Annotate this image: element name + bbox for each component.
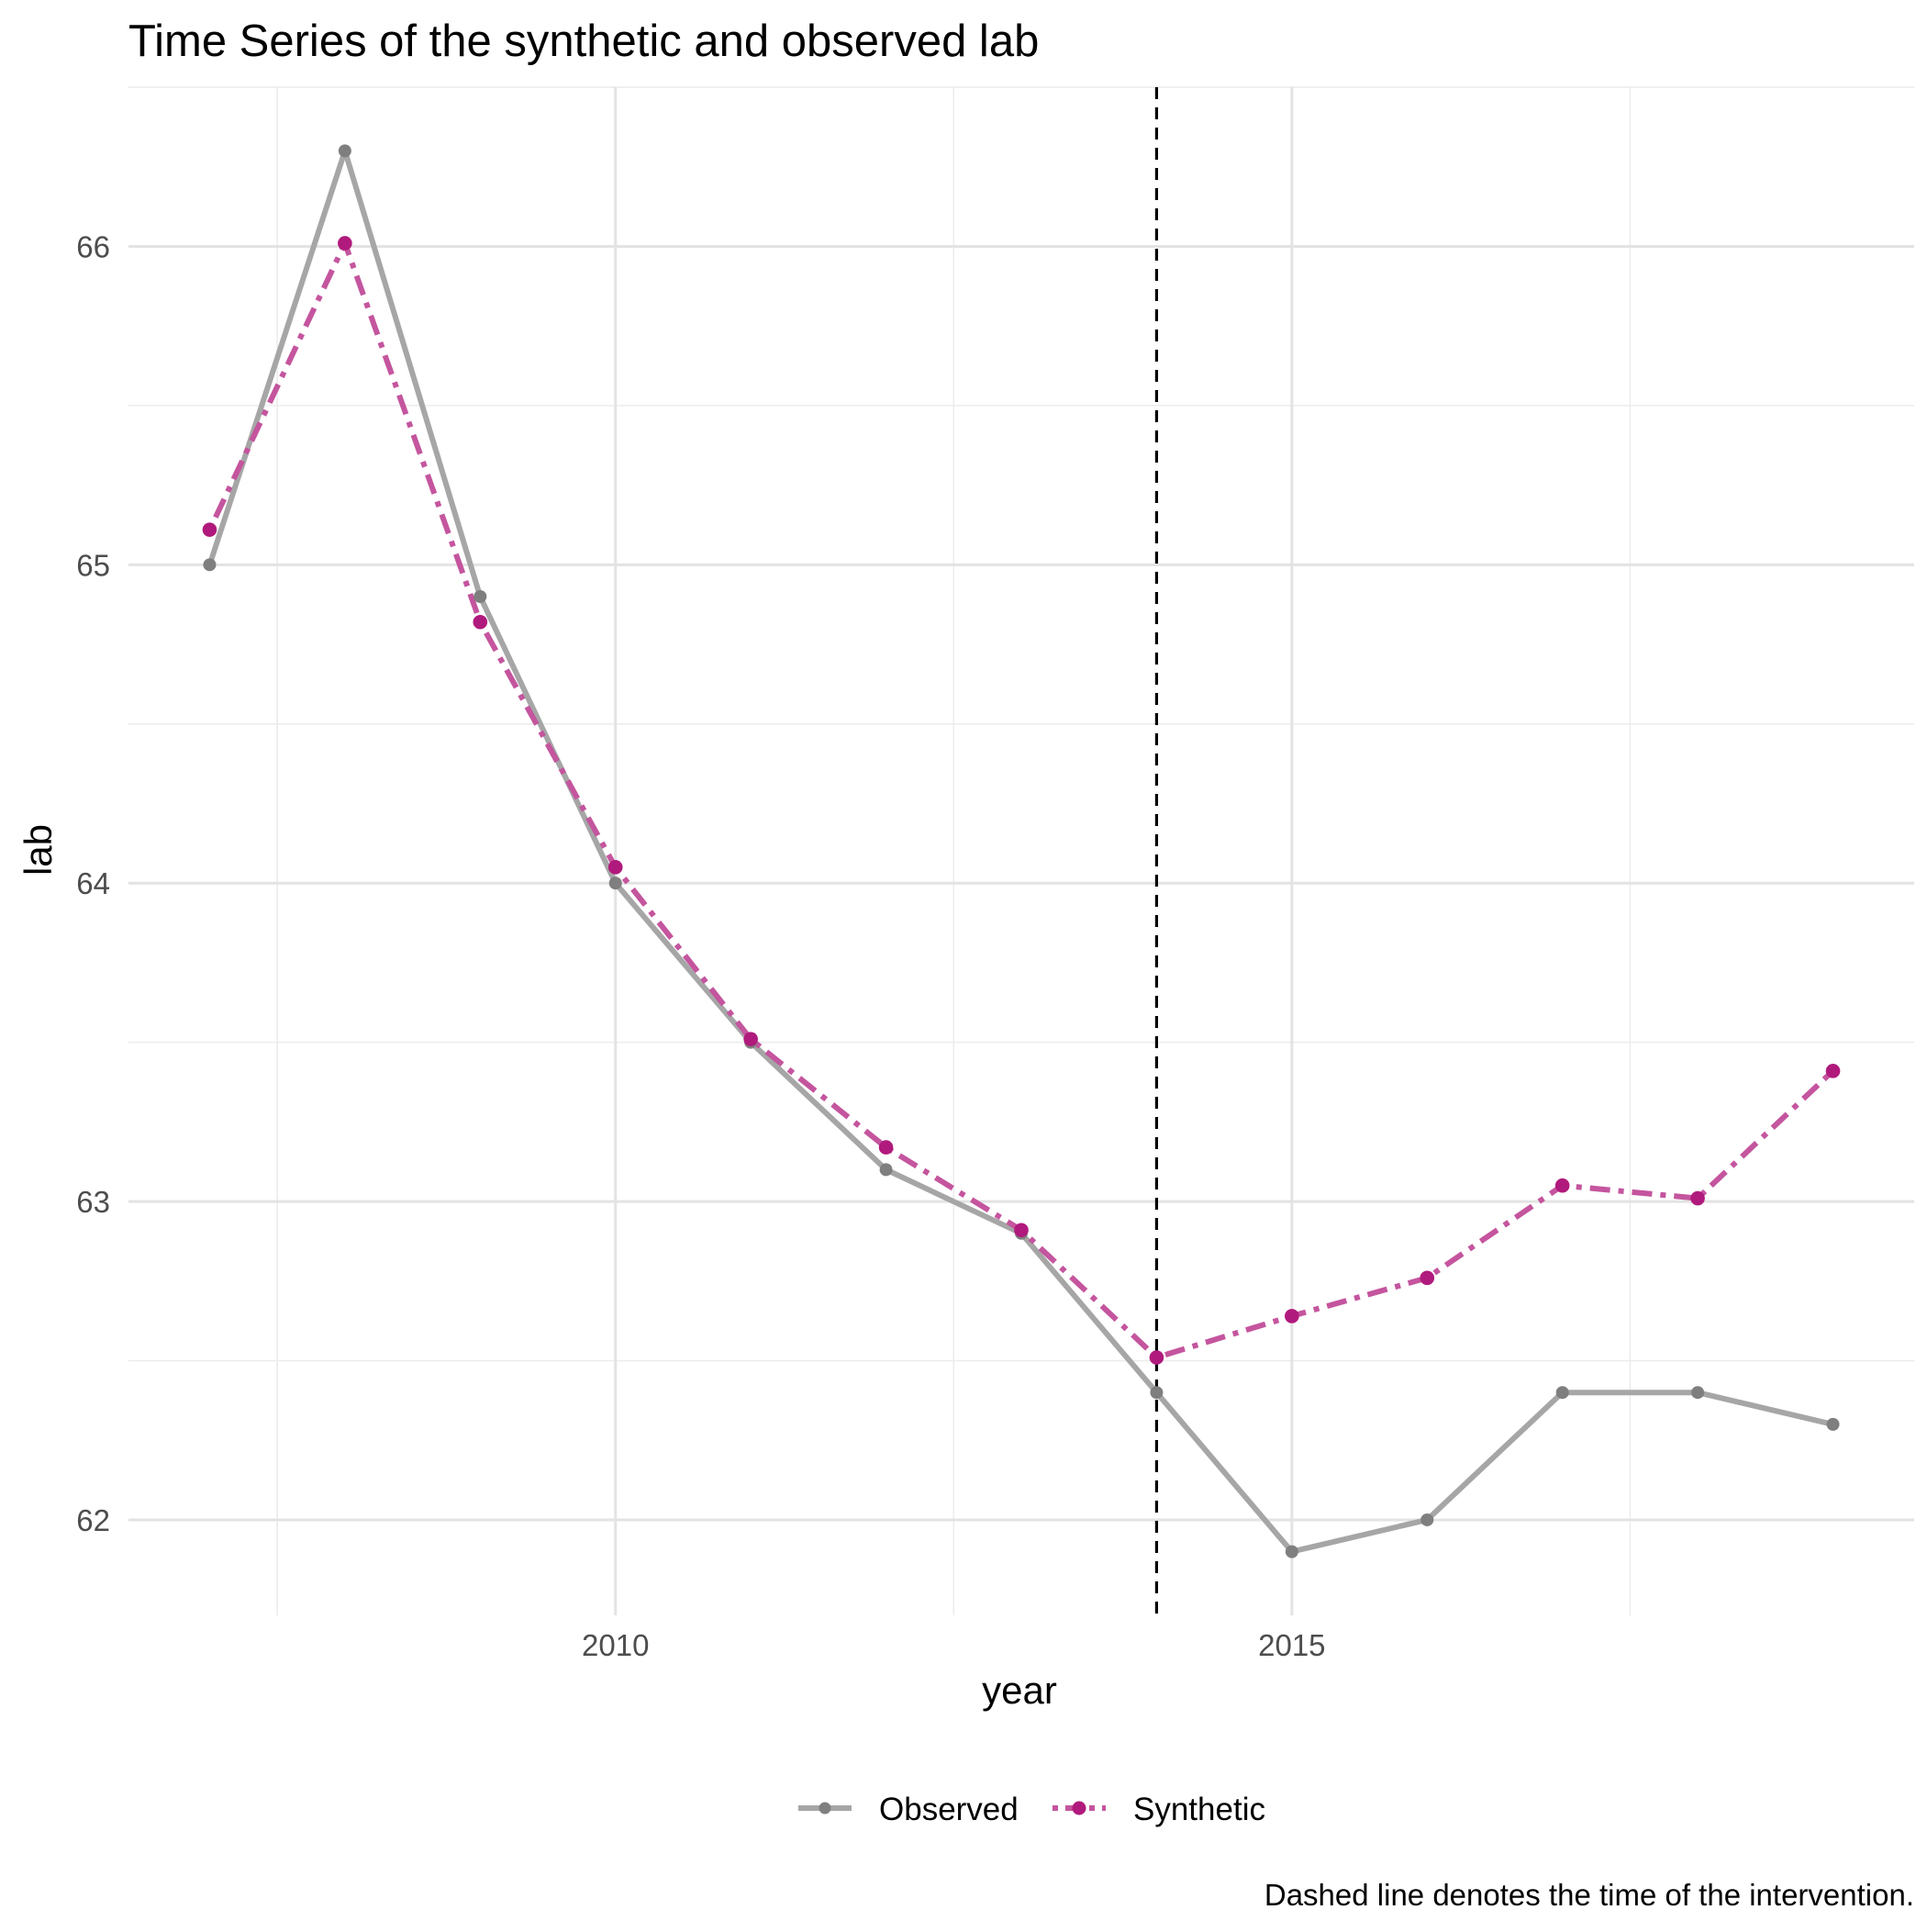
data-point-observed	[1691, 1386, 1705, 1400]
data-point-observed	[608, 877, 622, 890]
data-point-synthetic	[338, 236, 352, 251]
data-point-synthetic	[202, 522, 217, 537]
data-point-synthetic	[1420, 1270, 1435, 1286]
data-point-observed	[1826, 1417, 1840, 1431]
data-point-synthetic	[1825, 1064, 1841, 1078]
y-tick-label: 66	[76, 229, 110, 263]
legend-item-observed: Observed	[798, 1792, 1019, 1827]
y-tick-label: 64	[76, 866, 110, 900]
x-tick-label: 2010	[582, 1628, 649, 1662]
chart-title: Time Series of the synthetic and observe…	[128, 17, 1039, 66]
gridlines	[128, 86, 1914, 1615]
y-axis-tick-labels: 62 63 64 65 66	[76, 229, 110, 1537]
data-point-observed	[1420, 1513, 1434, 1526]
y-axis-label: lab	[17, 824, 60, 876]
data-point-synthetic	[473, 614, 488, 630]
data-point-observed	[1555, 1386, 1569, 1400]
legend-label-observed: Observed	[879, 1792, 1019, 1827]
data-point-observed	[203, 558, 217, 572]
legend-label-synthetic: Synthetic	[1133, 1792, 1265, 1827]
data-point-synthetic	[607, 860, 623, 875]
data-point-synthetic	[1690, 1190, 1705, 1206]
y-tick-label: 63	[76, 1185, 110, 1219]
data-point-synthetic	[1014, 1223, 1029, 1238]
data-point-observed	[1150, 1386, 1164, 1400]
data-point-observed	[879, 1163, 893, 1177]
x-tick-label: 2015	[1258, 1628, 1325, 1662]
data-point-observed	[473, 590, 487, 603]
data-point-synthetic	[1285, 1309, 1299, 1323]
data-point-observed	[338, 144, 351, 158]
data-point-observed	[1285, 1545, 1298, 1558]
data-point-synthetic	[1554, 1178, 1570, 1193]
series-points	[202, 144, 1841, 1558]
chart-caption: Dashed line denotes the time of the inte…	[1264, 1878, 1914, 1912]
y-tick-label: 65	[76, 548, 110, 582]
y-tick-label: 62	[76, 1503, 110, 1537]
data-point-synthetic	[1149, 1350, 1164, 1365]
data-point-synthetic	[743, 1032, 758, 1046]
legend-key-synthetic-point	[1072, 1801, 1086, 1815]
legend-key-observed-point	[819, 1802, 831, 1815]
legend: Observed Synthetic	[798, 1792, 1265, 1827]
x-axis-tick-labels: 2010 2015	[582, 1628, 1326, 1662]
x-axis-label: year	[982, 1669, 1057, 1712]
legend-item-synthetic: Synthetic	[1053, 1792, 1265, 1827]
data-point-synthetic	[878, 1140, 894, 1155]
